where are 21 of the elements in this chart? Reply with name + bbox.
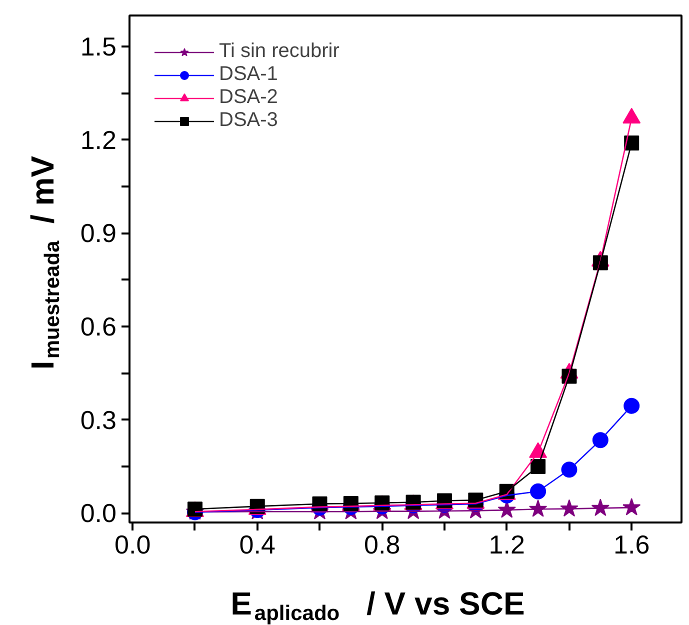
x-tick-label: 0.8 [364,530,400,560]
legend-label: Ti sin recubrir [219,40,340,63]
point [622,498,641,516]
x-tick-label: 0.0 [114,530,151,560]
legend-label: DSA-2 [219,86,278,109]
y-tick-label: 0.0 [80,498,117,528]
y-tick-label: 0.6 [80,312,117,342]
y-tick-label: 1.2 [80,124,117,155]
x-tick-label: 0.4 [239,530,276,560]
point [530,483,546,500]
y-axis-title: Imuestreada / mV [24,155,64,370]
legend-label: DSA-3 [219,109,278,132]
point [592,432,608,448]
y-tick-label: 0.9 [80,218,117,248]
legend-label: DSA-1 [219,63,278,86]
x-tick-label: 1.6 [614,530,650,560]
y-tick-label: 0.3 [80,404,117,435]
y-tick-label: 1.5 [80,32,117,62]
x-tick-label: 1.2 [488,530,525,560]
point [561,462,578,478]
point [624,398,640,414]
